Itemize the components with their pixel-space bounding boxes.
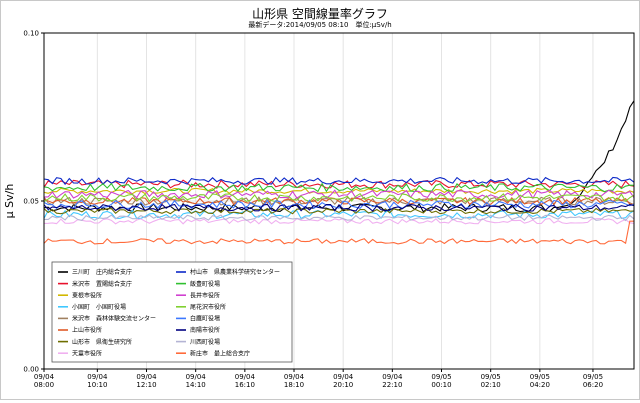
x-tick-label-date: 09/05 xyxy=(583,373,603,381)
chart-subtitle: 最新データ:2014/09/05 08:10 単位:μSv/h xyxy=(248,21,392,29)
y-tick-label: 0.05 xyxy=(23,198,39,206)
series-line-14 xyxy=(44,214,635,222)
series-line-7 xyxy=(43,217,635,225)
series-line-11 xyxy=(43,192,635,203)
x-tick-label-time: 04:20 xyxy=(530,381,550,389)
x-tick-label-date: 09/04 xyxy=(284,373,305,381)
x-tick-label-time: 14:10 xyxy=(186,381,206,389)
x-tick-label-time: 00:10 xyxy=(431,381,451,389)
series-line-2 xyxy=(43,187,635,195)
series-line-8 xyxy=(43,176,635,186)
legend-label-5: 上山市役所 xyxy=(72,326,102,334)
x-tick-label-time: 18:10 xyxy=(284,381,304,389)
legend-label-1: 米沢市 置賜総合支庁 xyxy=(72,280,132,288)
x-tick-label-time: 02:10 xyxy=(481,381,501,389)
y-axis: 0.00 0.05 0.10 xyxy=(23,30,44,374)
legend-label-2: 東根市役所 xyxy=(72,291,102,299)
series-line-15 xyxy=(43,220,634,245)
x-tick-label-date: 09/04 xyxy=(34,373,55,381)
y-tick-label: 0.10 xyxy=(23,30,39,38)
x-tick-label-time: 06:20 xyxy=(583,381,603,389)
series-line-9 xyxy=(43,182,635,193)
x-tick-label-date: 09/04 xyxy=(333,373,354,381)
series-line-13 xyxy=(43,203,635,212)
x-tick-label-date: 09/04 xyxy=(382,373,403,381)
x-axis: 09/0408:0009/0410:1009/0412:1009/0414:10… xyxy=(34,369,603,389)
x-tick-label-date: 09/04 xyxy=(87,373,108,381)
series-line-6 xyxy=(43,207,635,215)
x-tick-label-time: 08:00 xyxy=(34,381,54,389)
x-tick-label-date: 09/05 xyxy=(481,373,501,381)
legend-label-4: 米沢市 森林体験交流センター xyxy=(72,315,156,323)
x-tick-label-time: 16:10 xyxy=(235,381,255,389)
legend-label-0: 三川町 庄内総合支庁 xyxy=(72,268,132,276)
series-line-12 xyxy=(43,199,635,210)
y-axis-label: μ Sv/h xyxy=(3,184,16,219)
legend-label-10: 長井市役所 xyxy=(190,291,220,299)
x-tick-label-date: 09/04 xyxy=(235,373,256,381)
legend-label-14: 川西町役場 xyxy=(190,338,220,346)
x-tick-label-time: 12:10 xyxy=(136,381,156,389)
legend-label-8: 村山市 県農業科学研究センター xyxy=(190,268,280,276)
legend-label-12: 白鷹町役場 xyxy=(190,315,220,323)
legend-label-13: 南陽市役所 xyxy=(190,326,220,334)
series-line-5 xyxy=(43,196,634,206)
legend-label-3: 小国町 小国町役場 xyxy=(72,303,126,311)
x-tick-label-date: 09/05 xyxy=(431,373,451,381)
series-line-3 xyxy=(43,209,635,220)
legend-label-15: 新庄市 最上総合支庁 xyxy=(190,349,250,357)
x-tick-label-time: 22:10 xyxy=(382,381,402,389)
chart-title: 山形県 空間線量率グラフ xyxy=(252,7,388,21)
legend-label-7: 天童市役所 xyxy=(72,349,102,357)
legend-label-11: 尾花沢市役所 xyxy=(190,303,226,311)
legend-label-6: 山形市 県衛生研究所 xyxy=(72,338,132,346)
series-lines xyxy=(43,100,635,245)
x-tick-label-time: 10:10 xyxy=(87,381,107,389)
x-tick-label-date: 09/05 xyxy=(530,373,550,381)
series-line-0 xyxy=(43,100,635,213)
x-tick-label-time: 20:10 xyxy=(333,381,353,389)
legend-label-9: 飯豊町役場 xyxy=(190,280,220,288)
legend-box xyxy=(51,261,293,363)
series-line-10 xyxy=(43,189,635,200)
x-tick-label-date: 09/04 xyxy=(136,373,157,381)
y-tick-label: 0.00 xyxy=(23,366,39,374)
x-tick-label-date: 09/04 xyxy=(186,373,207,381)
